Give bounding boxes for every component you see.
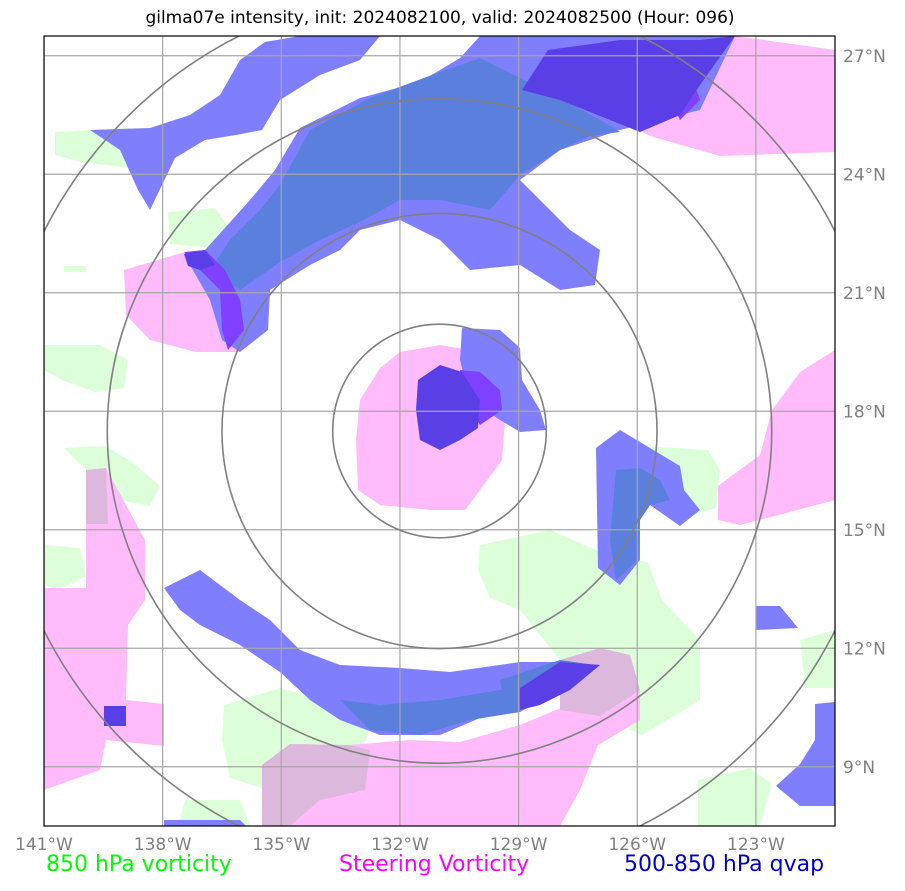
range-ring (221, 212, 658, 650)
steer-patch (262, 690, 640, 826)
vort850-patch (64, 266, 86, 272)
x-tick-label: 132°W (371, 835, 429, 855)
steer-patch (44, 468, 164, 790)
map-area (44, 36, 835, 826)
overlap-patch (262, 744, 370, 826)
x-tick-label: 123°W (727, 835, 785, 855)
qvap-patch (776, 702, 835, 806)
x-tick-label: 129°W (490, 835, 548, 855)
map-title: gilma07e intensity, init: 2024082100, va… (145, 8, 735, 28)
vort850-patch (64, 446, 160, 506)
x-tick-label: 141°W (15, 835, 73, 855)
legend-qvap: 500-850 hPa qvap (624, 852, 825, 877)
core-patch (184, 250, 215, 270)
vort850-patch (800, 630, 835, 688)
y-tick-label: 27°N (843, 47, 886, 67)
y-tick-label: 15°N (843, 521, 886, 541)
x-tick-label: 135°W (252, 835, 310, 855)
violet-patch (184, 250, 244, 350)
y-tick-label: 12°N (843, 639, 886, 659)
y-tick-label: 9°N (843, 758, 875, 778)
vort850-patch (44, 345, 128, 392)
vort850-patch (44, 545, 86, 590)
qvap-patch (756, 606, 798, 630)
y-tick-label: 24°N (843, 165, 886, 185)
x-tick-labels: 141°W 138°W 135°W 132°W 129°W 126°W 123°W (15, 835, 785, 855)
range-ring (331, 323, 548, 539)
steer-patch (718, 350, 835, 525)
y-tick-labels: 27°N 24°N 21°N 18°N 15°N 12°N 9°N (843, 47, 886, 778)
qvap-overlap-patch (340, 685, 530, 735)
y-tick-label: 21°N (843, 284, 886, 304)
core-patch (416, 365, 480, 450)
core-patch (520, 662, 600, 710)
legend-steering-vorticity: Steering Vorticity (339, 852, 530, 877)
vort850-patch (478, 530, 700, 735)
qvap-overlap-patch (610, 468, 670, 580)
x-tick-label: 126°W (608, 835, 666, 855)
range-ring (106, 97, 773, 765)
map-frame (43, 35, 836, 827)
qvap-patch (164, 820, 246, 826)
range-rings (44, 36, 835, 826)
overlap-patch (86, 468, 108, 524)
y-tick-label: 18°N (843, 402, 886, 422)
legend-850-vorticity: 850 hPa vorticity (46, 852, 232, 877)
vort850-patch (698, 768, 772, 826)
x-tick-label: 138°W (134, 835, 192, 855)
core-patch (104, 706, 126, 726)
